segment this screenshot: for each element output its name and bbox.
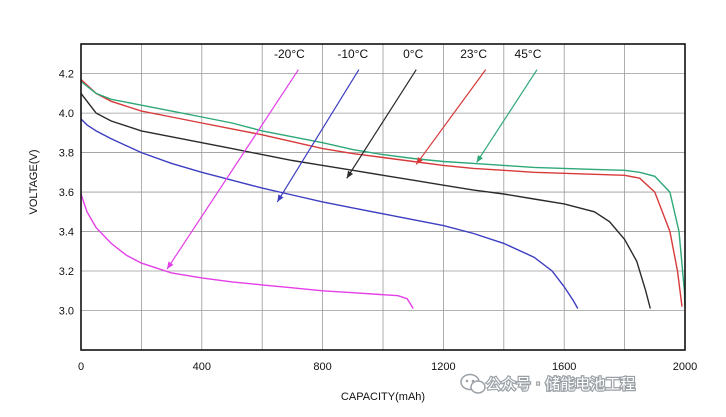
watermark: 公众号 · 储能电池工程 (460, 373, 637, 394)
x-tick-label: 1600 (552, 361, 576, 373)
x-tick-label: 400 (193, 361, 211, 373)
x-tick-label: 1200 (431, 361, 455, 373)
series-line-0 (80, 193, 414, 309)
legend-arrowhead-4 (476, 154, 483, 163)
watermark-text: 公众号 · 储能电池工程 (486, 375, 635, 393)
y-tick-label: 3.0 (59, 306, 74, 318)
legend-label-3: 23°C (460, 47, 487, 61)
grid (81, 44, 685, 350)
plot-frame (80, 43, 686, 351)
series-line-3 (80, 78, 683, 307)
legend-pointer-2 (346, 69, 417, 179)
y-tick-label: 3.6 (59, 187, 74, 199)
x-axis-label: CAPACITY(mAh) (341, 391, 425, 403)
legend-label-4: 45°C (515, 47, 542, 61)
y-tick-label: 3.8 (59, 148, 74, 160)
y-tick-label: 3.2 (59, 266, 74, 278)
y-tick-label: 3.4 (59, 227, 74, 239)
legend-pointers (166, 69, 538, 270)
legend-pointer-3 (415, 69, 487, 165)
series-lines (80, 78, 686, 309)
y-tick-label: 4.0 (59, 108, 74, 120)
x-tick-label: 800 (313, 361, 331, 373)
series-line-1 (80, 118, 579, 309)
x-tick-label: 0 (78, 361, 84, 373)
legend-pointer-1 (276, 69, 360, 203)
legend-arrowhead-1 (277, 194, 284, 202)
legend-arrowhead-3 (416, 157, 423, 165)
tick-labels: 0 400 800 1200 1600 2000 3.0 3.2 3.4 3.6 3.8 4.0 4.2 (59, 69, 698, 373)
legend: -20°C -10°C 0°C 23°C 45°C (274, 47, 542, 61)
series-line-4 (80, 80, 686, 307)
y-tick-label: 4.2 (59, 69, 74, 81)
wechat-icon (460, 373, 486, 394)
legend-arrowhead-2 (346, 170, 354, 179)
legend-label-0: -20°C (274, 47, 305, 61)
legend-label-2: 0°C (403, 47, 423, 61)
x-tick-label: 2000 (673, 361, 697, 373)
legend-label-1: -10°C (337, 47, 368, 61)
y-axis-label: VOLTAGE(V) (28, 150, 40, 215)
legend-arrowhead-0 (167, 261, 174, 270)
series-line-2 (80, 92, 651, 309)
legend-pointer-4 (476, 69, 538, 163)
legend-pointer-0 (166, 69, 299, 270)
